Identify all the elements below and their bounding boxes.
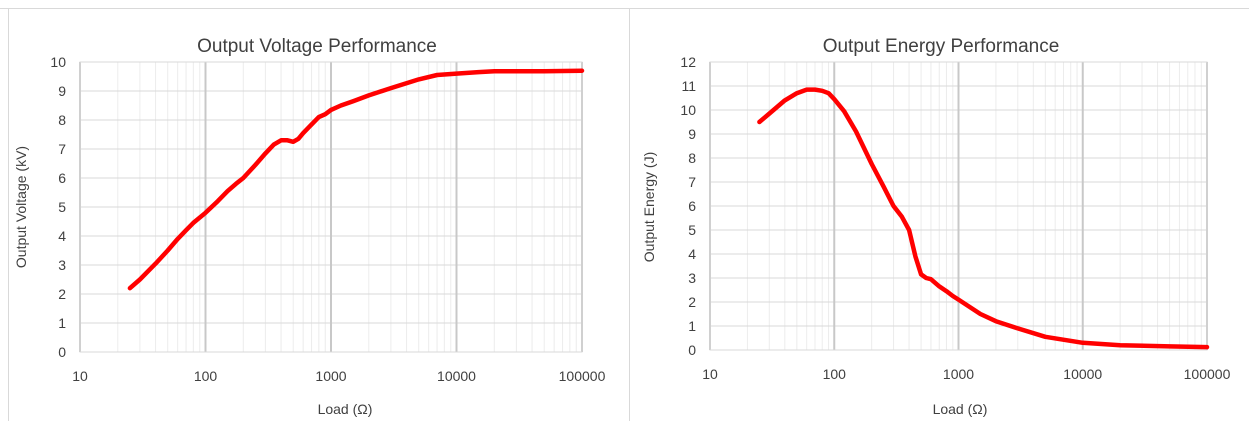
voltage-y-tick-label: 1 xyxy=(58,315,66,331)
energy-y-tick-label: 8 xyxy=(688,150,696,166)
energy-series-line xyxy=(757,87,1210,350)
voltage-y-tick-label: 7 xyxy=(58,141,66,157)
energy-x-tick-label: 100000 xyxy=(1184,366,1231,382)
energy-chart-x-axis-label: Load (Ω) xyxy=(933,401,988,417)
voltage-series-line xyxy=(127,68,585,291)
voltage-x-tick-label: 100 xyxy=(194,368,218,384)
voltage-chart-title: Output Voltage Performance xyxy=(197,36,437,57)
voltage-chart-plot-area: 0 1 2 3 4 5 6 7 8 9 10 10 100 1000 10000 100000 xyxy=(50,54,605,384)
voltage-y-tick-label: 8 xyxy=(58,112,66,128)
voltage-chart: Output Voltage Performance 0 1 2 3 4 5 6 7 8 9 10 1… xyxy=(13,36,606,417)
voltage-chart-x-axis-label: Load (Ω) xyxy=(318,401,373,417)
voltage-y-tick-label: 9 xyxy=(58,83,66,99)
energy-y-tick-label: 3 xyxy=(688,270,696,286)
voltage-y-tick-label: 2 xyxy=(58,286,66,302)
energy-y-tick-label: 12 xyxy=(680,54,696,70)
voltage-y-tick-label: 5 xyxy=(58,199,66,215)
energy-y-tick-label: 9 xyxy=(688,126,696,142)
energy-chart-y-axis-label: Output Energy (J) xyxy=(641,152,657,263)
energy-y-tick-label: 11 xyxy=(681,78,696,94)
voltage-y-tick-label: 0 xyxy=(58,344,66,360)
energy-x-tick-label: 100 xyxy=(823,366,847,382)
energy-plot-frame xyxy=(709,61,1208,351)
energy-y-tick-label: 7 xyxy=(688,174,696,190)
voltage-x-tick-label: 100000 xyxy=(559,368,606,384)
voltage-y-tick-label: 10 xyxy=(50,54,66,70)
voltage-y-tick-label: 4 xyxy=(58,228,66,244)
energy-y-tick-label: 0 xyxy=(688,342,696,358)
voltage-x-tick-label: 1000 xyxy=(315,368,346,384)
energy-y-tick-label: 6 xyxy=(688,198,696,214)
voltage-y-tick-label: 3 xyxy=(58,257,66,273)
voltage-plot-frame xyxy=(79,61,583,353)
energy-x-tick-label: 10000 xyxy=(1063,366,1102,382)
voltage-x-tick-label: 10000 xyxy=(437,368,476,384)
energy-chart-title: Output Energy Performance xyxy=(823,36,1060,57)
voltage-chart-y-axis-label: Output Voltage (kV) xyxy=(13,146,29,268)
voltage-x-tick-label: 10 xyxy=(72,368,88,384)
energy-x-tick-label: 1000 xyxy=(943,366,974,382)
energy-chart: Output Energy Performance 01234567891011… xyxy=(641,36,1231,417)
energy-y-tick-label: 10 xyxy=(680,102,696,118)
energy-x-tick-label: 10 xyxy=(702,366,718,382)
energy-y-tick-label: 4 xyxy=(688,246,696,262)
voltage-y-tick-label: 6 xyxy=(58,170,66,186)
energy-y-tick-label: 2 xyxy=(688,294,696,310)
energy-y-tick-label: 5 xyxy=(688,222,696,238)
energy-y-tick-label: 1 xyxy=(688,318,696,334)
